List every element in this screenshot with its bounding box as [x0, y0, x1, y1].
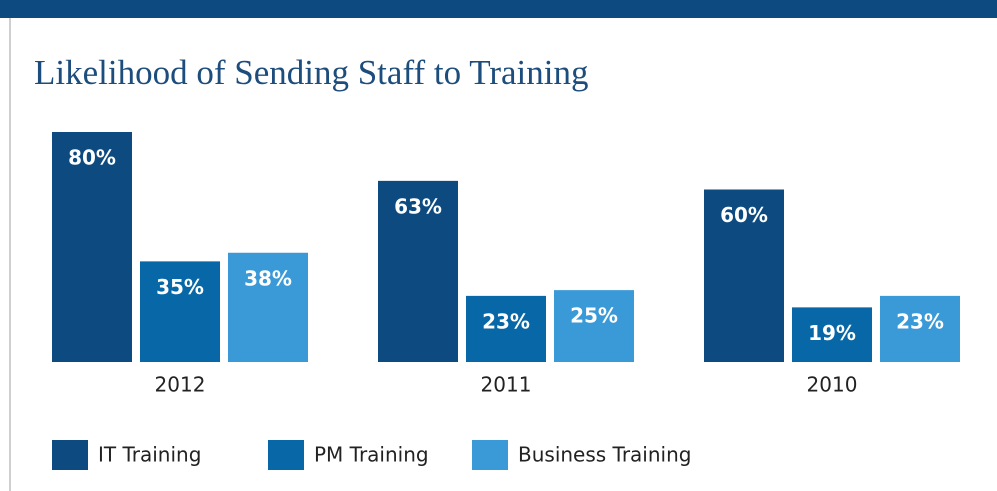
bar: [52, 132, 132, 362]
value-label: 63%: [394, 194, 442, 218]
value-label: 23%: [896, 309, 944, 333]
bar: [466, 295, 546, 362]
top-band: [0, 0, 997, 18]
legend-label: IT Training: [98, 443, 201, 467]
legend-swatch: [472, 440, 508, 470]
value-label: 23%: [482, 309, 530, 333]
left-border: [9, 18, 11, 491]
chart-title: Likelihood of Sending Staff to Training: [34, 53, 589, 92]
bar: [378, 180, 458, 362]
x-tick-label: 2010: [807, 373, 858, 397]
legend-swatch: [268, 440, 304, 470]
bar: [140, 261, 220, 362]
x-tick-label: 2011: [481, 373, 532, 397]
value-label: 80%: [68, 146, 116, 170]
value-label: 38%: [244, 266, 292, 290]
value-label: 19%: [808, 321, 856, 345]
legend-label: Business Training: [518, 443, 691, 467]
bar: [792, 307, 872, 362]
bar: [880, 295, 960, 362]
bar: [228, 252, 308, 362]
bar: [704, 189, 784, 362]
legend-label: PM Training: [314, 443, 429, 467]
value-label: 35%: [156, 275, 204, 299]
legend-swatch: [52, 440, 88, 470]
value-label: 25%: [570, 304, 618, 328]
value-label: 60%: [720, 203, 768, 227]
x-tick-label: 2012: [155, 373, 206, 397]
bar: [554, 290, 634, 362]
